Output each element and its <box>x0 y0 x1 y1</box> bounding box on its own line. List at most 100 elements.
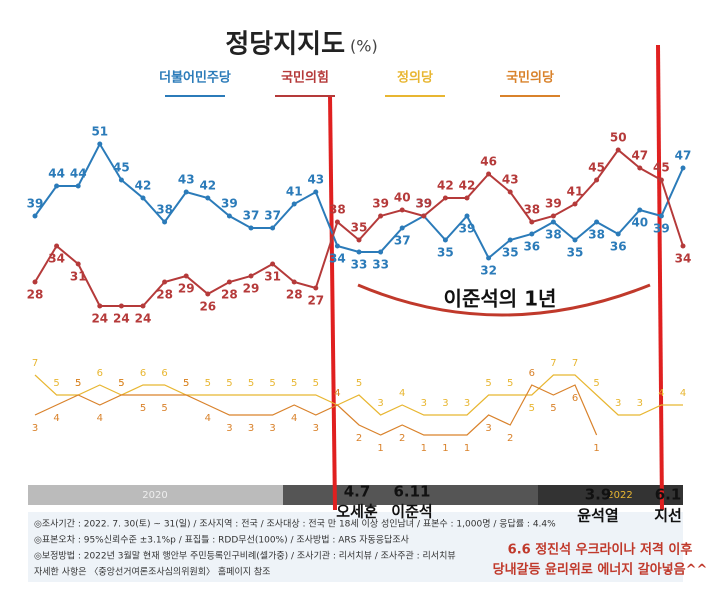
point <box>464 195 470 201</box>
data-label: 40 <box>631 216 648 230</box>
data-label: 46 <box>480 155 497 169</box>
data-label: 5 <box>118 378 124 389</box>
point <box>356 237 362 243</box>
data-label: 3 <box>464 398 470 409</box>
point <box>507 189 513 195</box>
year-label: 2020 <box>142 490 167 501</box>
data-label: 39 <box>653 222 670 236</box>
point <box>183 273 189 279</box>
data-label: 5 <box>593 378 599 389</box>
legend-label: 국민의힘 <box>281 70 329 86</box>
point <box>270 261 276 267</box>
annotation-line <box>656 44 664 511</box>
data-label: 3 <box>269 423 275 434</box>
data-label: 5 <box>75 378 81 389</box>
data-label: 3 <box>485 423 491 434</box>
data-label: 5 <box>205 378 211 389</box>
data-label: 38 <box>329 203 346 217</box>
data-label: 24 <box>91 312 108 326</box>
point <box>594 219 600 225</box>
data-label: 34 <box>675 252 692 266</box>
era-label: 이준석의 1년 <box>444 287 557 311</box>
point <box>334 243 340 249</box>
data-label: 7 <box>572 358 578 369</box>
data-label: 4 <box>399 388 405 399</box>
data-label: 3 <box>226 423 232 434</box>
data-label: 42 <box>199 179 216 193</box>
point <box>248 225 254 231</box>
point <box>313 189 319 195</box>
annotation-line <box>328 94 337 511</box>
data-label: 31 <box>264 270 281 284</box>
series-line <box>34 374 683 416</box>
point <box>75 261 81 267</box>
data-label: 35 <box>351 221 368 235</box>
data-label: 39 <box>415 197 432 211</box>
data-label: 5 <box>269 378 275 389</box>
data-label: 4 <box>658 388 664 399</box>
comment: 당내갈등 윤리위로 에너지 갈아넣음^^ <box>493 562 708 578</box>
point <box>658 213 664 219</box>
point <box>486 171 492 177</box>
point <box>226 213 232 219</box>
point <box>486 255 492 261</box>
data-label: 3 <box>248 423 254 434</box>
event-name: 윤석열 <box>577 507 618 525</box>
data-label: 35 <box>502 246 519 260</box>
data-label: 4 <box>97 413 103 424</box>
point <box>32 213 38 219</box>
point <box>313 285 319 291</box>
data-label: 5 <box>356 378 362 389</box>
data-label: 5 <box>313 378 319 389</box>
data-label: 5 <box>53 378 59 389</box>
point <box>680 165 686 171</box>
data-label: 1 <box>593 443 599 454</box>
data-label: 34 <box>48 252 65 266</box>
footnote: 자세한 사항은 〈중앙선거여론조사심의위원회〉 홈페이지 참조 <box>34 566 270 578</box>
point <box>615 147 621 153</box>
point <box>162 219 168 225</box>
data-label: 5 <box>550 403 556 414</box>
legend-label: 국민의당 <box>506 70 554 86</box>
legend-label: 정의당 <box>397 70 433 86</box>
event-date: 6.11 <box>393 483 430 501</box>
data-label: 5 <box>248 378 254 389</box>
point <box>442 195 448 201</box>
point <box>399 225 405 231</box>
point <box>637 165 643 171</box>
data-label: 2 <box>356 433 362 444</box>
data-label: 38 <box>545 228 562 242</box>
data-label: 24 <box>113 312 130 326</box>
point <box>594 177 600 183</box>
data-label: 29 <box>178 282 195 296</box>
footnote: ◎보정방법 : 2022년 3월말 현재 행안부 주민등록인구비례(셀가중) /… <box>34 550 456 562</box>
comment: 6.6 정진석 우크라이나 저격 이후 <box>508 542 693 558</box>
data-label: 43 <box>307 173 324 187</box>
data-label: 3 <box>377 398 383 409</box>
data-label: 3 <box>32 423 38 434</box>
year-label: 2022 <box>607 490 632 501</box>
data-label: 35 <box>437 246 454 260</box>
point <box>637 207 643 213</box>
data-label: 44 <box>48 167 65 181</box>
data-label: 6 <box>97 368 103 379</box>
data-label: 5 <box>118 378 124 389</box>
data-label: 31 <box>70 270 87 284</box>
data-label: 41 <box>286 185 303 199</box>
data-label: 4 <box>680 388 686 399</box>
data-label: 42 <box>437 179 454 193</box>
chart-title: 정당지지도 <box>225 30 345 60</box>
data-label: 5 <box>529 403 535 414</box>
data-label: 3 <box>313 423 319 434</box>
data-label: 37 <box>264 209 281 223</box>
data-label: 38 <box>588 228 605 242</box>
data-label: 6 <box>140 368 146 379</box>
point <box>658 177 664 183</box>
data-label: 43 <box>178 173 195 187</box>
data-label: 50 <box>610 131 627 145</box>
data-label: 33 <box>351 258 368 272</box>
notes-box <box>28 512 683 582</box>
event-date: 6.1 <box>655 486 682 504</box>
data-label: 5 <box>161 403 167 414</box>
point <box>442 237 448 243</box>
